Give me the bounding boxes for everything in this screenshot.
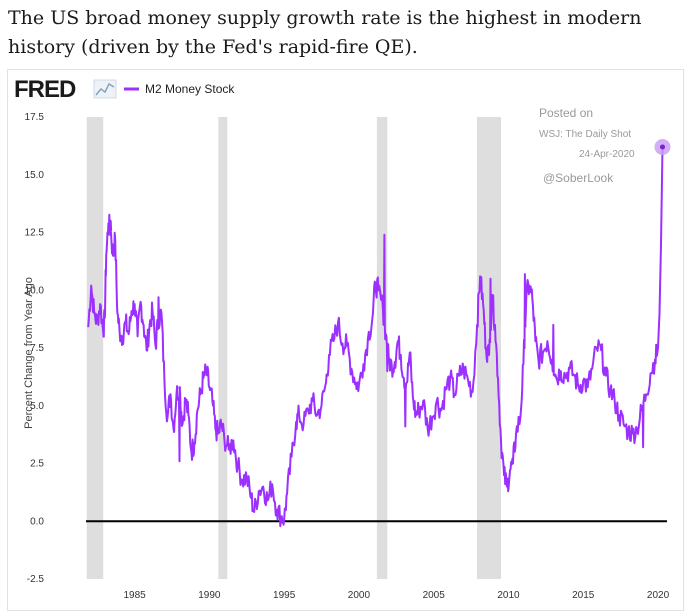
series-line-layer [87, 139, 671, 528]
y-tick-label: 10.0 [25, 285, 45, 296]
x-tick-label: 2010 [497, 590, 520, 601]
x-tick-label: 2005 [423, 590, 446, 601]
m2-growth-chart: -2.5 0.0 2.5 5.0 7.5 10.0 12.5 15.0 17.5 1985 199… [14, 76, 671, 601]
x-tick-label: 2015 [572, 590, 595, 601]
fred-logo-icon [93, 79, 117, 99]
fred-logo: FRED [14, 76, 76, 103]
y-tick-label: 2.5 [30, 459, 44, 470]
date-text: 24-Apr-2020 [579, 149, 635, 160]
recession-bands [86, 117, 501, 579]
x-tick-label: 1995 [273, 590, 296, 601]
x-tick-label: 2000 [348, 590, 371, 601]
source-text: WSJ: The Daily Shot [539, 129, 631, 140]
legend-label: M2 Money Stock [145, 82, 235, 96]
headline: The US broad money supply growth rate is… [8, 7, 642, 58]
x-tick-label: 1985 [123, 590, 146, 601]
y-tick-label: 12.5 [25, 228, 45, 239]
y-axis-label: Percent Change from Year Ago [23, 277, 35, 429]
x-tick-label: 2020 [647, 590, 670, 601]
y-tick-label: 15.0 [25, 170, 45, 181]
handle-text: @SoberLook [543, 171, 614, 185]
y-tick-label: -2.5 [27, 574, 45, 585]
recession-band [218, 117, 228, 579]
x-tick-labels: 1985 1990 1995 2000 2005 2010 2015 2020 [123, 590, 669, 601]
posted-on-text: Posted on [539, 106, 593, 120]
recession-band [376, 117, 388, 579]
y-tick-label: 0.0 [30, 516, 44, 527]
y-tick-label: 17.5 [25, 112, 45, 123]
y-tick-label: 7.5 [30, 343, 44, 354]
series-line-m2 [87, 146, 664, 528]
y-tick-labels: -2.5 0.0 2.5 5.0 7.5 10.0 12.5 15.0 17.5 [25, 112, 45, 585]
last-point [660, 144, 666, 150]
chart-frame: -2.5 0.0 2.5 5.0 7.5 10.0 12.5 15.0 17.5 1985 199… [7, 69, 684, 611]
x-tick-label: 1990 [198, 590, 221, 601]
y-tick-label: 5.0 [30, 401, 44, 412]
recession-band [86, 117, 104, 579]
